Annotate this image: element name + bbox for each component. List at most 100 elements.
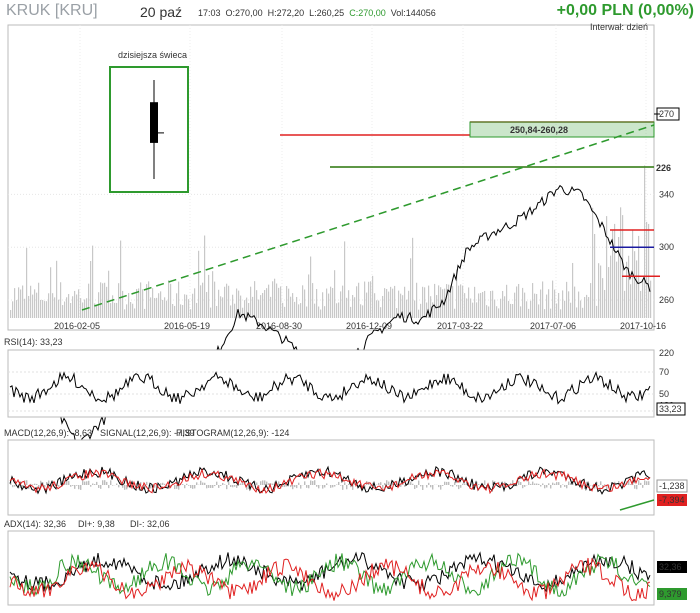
volume-bar — [364, 281, 366, 318]
support-zone — [469, 121, 655, 138]
macd-hist-bar — [602, 485, 604, 489]
macd-hist-bar — [630, 484, 632, 485]
volume-bar — [38, 282, 40, 318]
macd-hist-bar — [556, 482, 558, 485]
macd-hist-bar — [350, 485, 352, 488]
volume-bar — [556, 303, 558, 318]
volume-bar — [488, 306, 490, 318]
macd-hist-bar — [462, 483, 464, 485]
volume-bar — [578, 291, 580, 318]
volume-bar — [216, 305, 218, 318]
volume-bar — [370, 281, 372, 318]
volume-bar — [514, 292, 516, 318]
macd-hist-bar — [26, 480, 28, 485]
volume-bar — [228, 285, 230, 318]
volume-bar — [154, 298, 156, 318]
macd-hist-bar — [74, 485, 76, 489]
volume-bar — [346, 297, 348, 318]
macd-hist-bar — [146, 481, 148, 485]
volume-bar — [496, 306, 498, 318]
volume-bar — [374, 293, 376, 318]
volume-bar — [590, 283, 592, 318]
macd-hist-bar — [562, 484, 564, 485]
volume-bar — [532, 283, 534, 318]
volume-bar — [72, 296, 74, 318]
volume-bar — [178, 281, 180, 318]
volume-bar — [492, 290, 494, 318]
macd-hist-bar — [340, 485, 342, 486]
di-tag-box — [657, 588, 687, 600]
volume-bar — [198, 250, 200, 318]
volume-bar — [208, 274, 210, 318]
volume-bar — [60, 282, 62, 318]
volume-bar — [502, 290, 504, 318]
macd-hist-bar — [304, 481, 306, 485]
macd-hist-bar — [548, 483, 550, 485]
macd-hist-bar — [362, 485, 364, 486]
volume-bar — [424, 287, 426, 318]
macd-hist-bar — [510, 482, 512, 485]
volume-bar — [284, 306, 286, 318]
macd-hist-bar — [118, 485, 120, 488]
volume-bar — [376, 300, 378, 318]
volume-bar — [308, 274, 310, 318]
macd-hist-bar — [614, 481, 616, 485]
macd-hist-bar — [204, 482, 206, 485]
volume-bar — [238, 290, 240, 318]
macd-hist-bar — [520, 482, 522, 485]
volume-bar — [70, 303, 72, 318]
macd-hist-bar — [72, 485, 74, 486]
volume-bar — [180, 304, 182, 318]
volume-bar — [124, 309, 126, 318]
volume-bar — [156, 297, 158, 318]
volume-bar — [456, 269, 458, 318]
price-tick-label: 260 — [659, 295, 674, 305]
volume-bar — [432, 302, 434, 318]
macd-hist-bar — [584, 485, 586, 489]
macd-hist-bar — [444, 481, 446, 485]
volume-bar — [574, 286, 576, 318]
volume-bar — [434, 283, 436, 318]
di-minus-line — [9, 557, 651, 602]
volume-bar — [234, 303, 236, 318]
interval-label: Interwał: dzień — [590, 22, 648, 32]
macd-hist-bar — [206, 485, 208, 489]
volume-bar — [76, 294, 78, 318]
macd-hist-bar — [286, 485, 288, 487]
macd-hist-bar — [314, 480, 316, 485]
volume-bar — [442, 289, 444, 318]
volume-bar — [104, 282, 106, 318]
macd-hist-bar — [108, 485, 110, 489]
macd-hist-bar — [372, 482, 374, 485]
macd-hist-bar — [458, 485, 460, 490]
volume-bar — [626, 261, 628, 318]
macd-panel-frame — [7, 439, 655, 516]
volume-bar — [362, 305, 364, 318]
volume-bar — [318, 306, 320, 318]
volume-bar — [478, 293, 480, 318]
signal-tag-label: -7,394 — [659, 495, 685, 505]
macd-hist-bar — [344, 482, 346, 485]
macd-hist-bar — [504, 481, 506, 485]
volume-bar — [188, 299, 190, 318]
macd-hist-bar — [94, 484, 96, 485]
volume-bar — [628, 255, 630, 318]
volume-bar — [40, 299, 42, 318]
volume-bar — [50, 267, 52, 318]
volume-bar — [372, 275, 374, 318]
volume-bar — [458, 285, 460, 318]
macd-hist-bar — [370, 485, 372, 488]
volume-bar — [232, 294, 234, 318]
macd-hist-bar — [240, 483, 242, 485]
volume-bar — [348, 290, 350, 318]
volume-bar — [152, 288, 154, 318]
volume-bar — [22, 285, 24, 318]
date-tick-label: 2016-02-05 — [54, 321, 100, 331]
macd-hist-bar — [384, 482, 386, 485]
volume-bar — [282, 302, 284, 318]
macd-hist-bar — [14, 485, 16, 487]
volume-bar — [366, 292, 368, 318]
volume-bar — [614, 223, 616, 318]
rsi-title: RSI(14): 33,23 — [4, 337, 63, 347]
